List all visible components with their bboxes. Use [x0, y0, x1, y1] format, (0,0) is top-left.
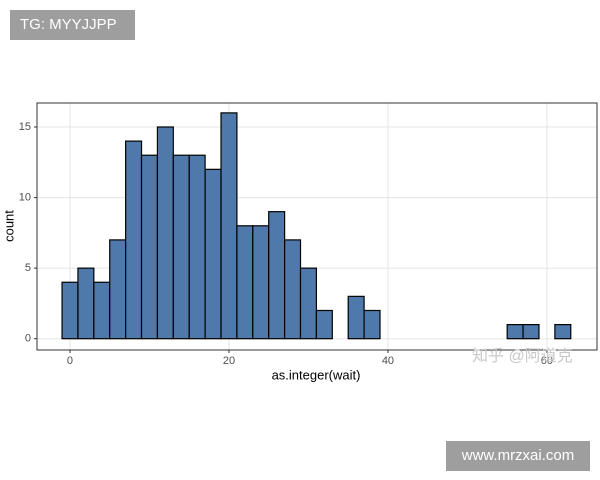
y-axis-title: count: [1, 210, 16, 242]
bar: [204, 168, 222, 340]
bar: [554, 323, 572, 340]
bar: [522, 323, 540, 340]
bar: [284, 239, 302, 340]
bar: [109, 239, 127, 340]
bar: [236, 225, 254, 340]
bar: [315, 309, 333, 340]
y-tick-label: 5: [25, 262, 31, 274]
bar: [77, 267, 95, 340]
y-tick-label: 0: [25, 333, 31, 345]
watermark: 知乎 @阿道克: [472, 347, 573, 365]
bars: [61, 112, 572, 340]
x-tick-label: 20: [223, 355, 235, 367]
bar: [172, 154, 190, 340]
bar: [506, 323, 524, 340]
bar: [220, 112, 238, 340]
bar: [363, 309, 381, 340]
bar: [156, 126, 174, 340]
y-tick-label: 10: [19, 191, 31, 203]
badge: [10, 10, 135, 40]
bar: [125, 140, 143, 340]
x-tick-label: 40: [382, 355, 394, 367]
bar: [347, 295, 365, 340]
site-badge: [446, 441, 590, 471]
bar: [140, 154, 159, 340]
bar: [268, 211, 286, 340]
y-tick-label: 15: [19, 121, 31, 133]
bar: [61, 281, 79, 340]
x-tick-label: 60: [541, 355, 553, 367]
bar: [93, 281, 111, 340]
panel-border: [36, 102, 598, 351]
x-axis-title: as.integer(wait): [272, 367, 361, 382]
bar: [188, 154, 206, 340]
site-text: www.mrzxai.com: [461, 447, 575, 464]
bar: [299, 267, 318, 340]
badge-text: TG: MYYJJPP: [20, 16, 117, 33]
x-tick-label: 0: [67, 355, 73, 367]
ticks: 0 20 40 60 0 5 10 15: [19, 121, 553, 367]
bar: [252, 225, 270, 340]
